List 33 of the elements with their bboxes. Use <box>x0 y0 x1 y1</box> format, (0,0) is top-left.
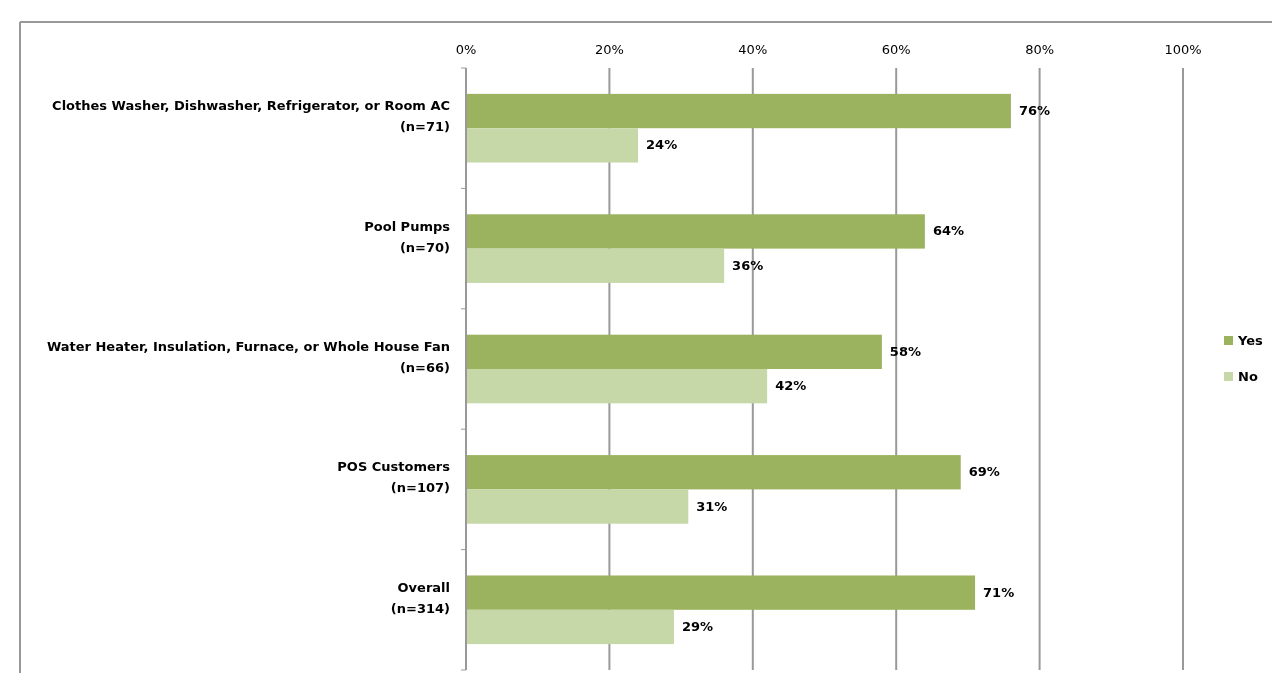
y-tick-label: Overall (n=314) <box>390 579 450 616</box>
bar <box>466 369 768 404</box>
x-tick-label: 80% <box>1025 42 1055 57</box>
bar <box>466 455 961 490</box>
text: 42% <box>775 378 807 394</box>
text: 31% <box>696 498 728 514</box>
bar <box>466 248 725 283</box>
y-tick-label: Water Heater, Insulation, Furnace, or Whole House Fan (n=66) <box>46 339 450 375</box>
text: 69% <box>968 464 1000 480</box>
bar <box>466 334 882 369</box>
x-tick-label: 60% <box>881 42 911 57</box>
bar <box>466 128 639 163</box>
text: 24% <box>646 137 678 153</box>
text: 58% <box>889 343 921 359</box>
text: 76% <box>1018 103 1051 119</box>
text: 64% <box>932 223 965 239</box>
y-tick-label: POS Customers (n=107) <box>337 459 451 496</box>
x-tick-label: 40% <box>738 42 768 57</box>
legend-label: No <box>1238 369 1258 384</box>
x-tick-label: 0% <box>455 42 477 57</box>
bar <box>466 575 976 610</box>
bar <box>466 214 925 249</box>
bar <box>466 609 674 645</box>
y-tick-label: Clothes Washer, Dishwasher, Refrigerator, or Room AC (n=71) <box>52 98 450 135</box>
bar <box>466 489 689 524</box>
text: 36% <box>732 257 764 273</box>
x-tick-label: 100% <box>1164 42 1202 57</box>
legend-label: Yes <box>1237 333 1264 348</box>
x-tick-label: 20% <box>594 42 624 57</box>
text: 71% <box>983 584 1015 600</box>
bar <box>466 93 1011 129</box>
text: 29% <box>681 618 714 634</box>
y-tick-label: Pool Pumps (n=70) <box>364 218 451 255</box>
